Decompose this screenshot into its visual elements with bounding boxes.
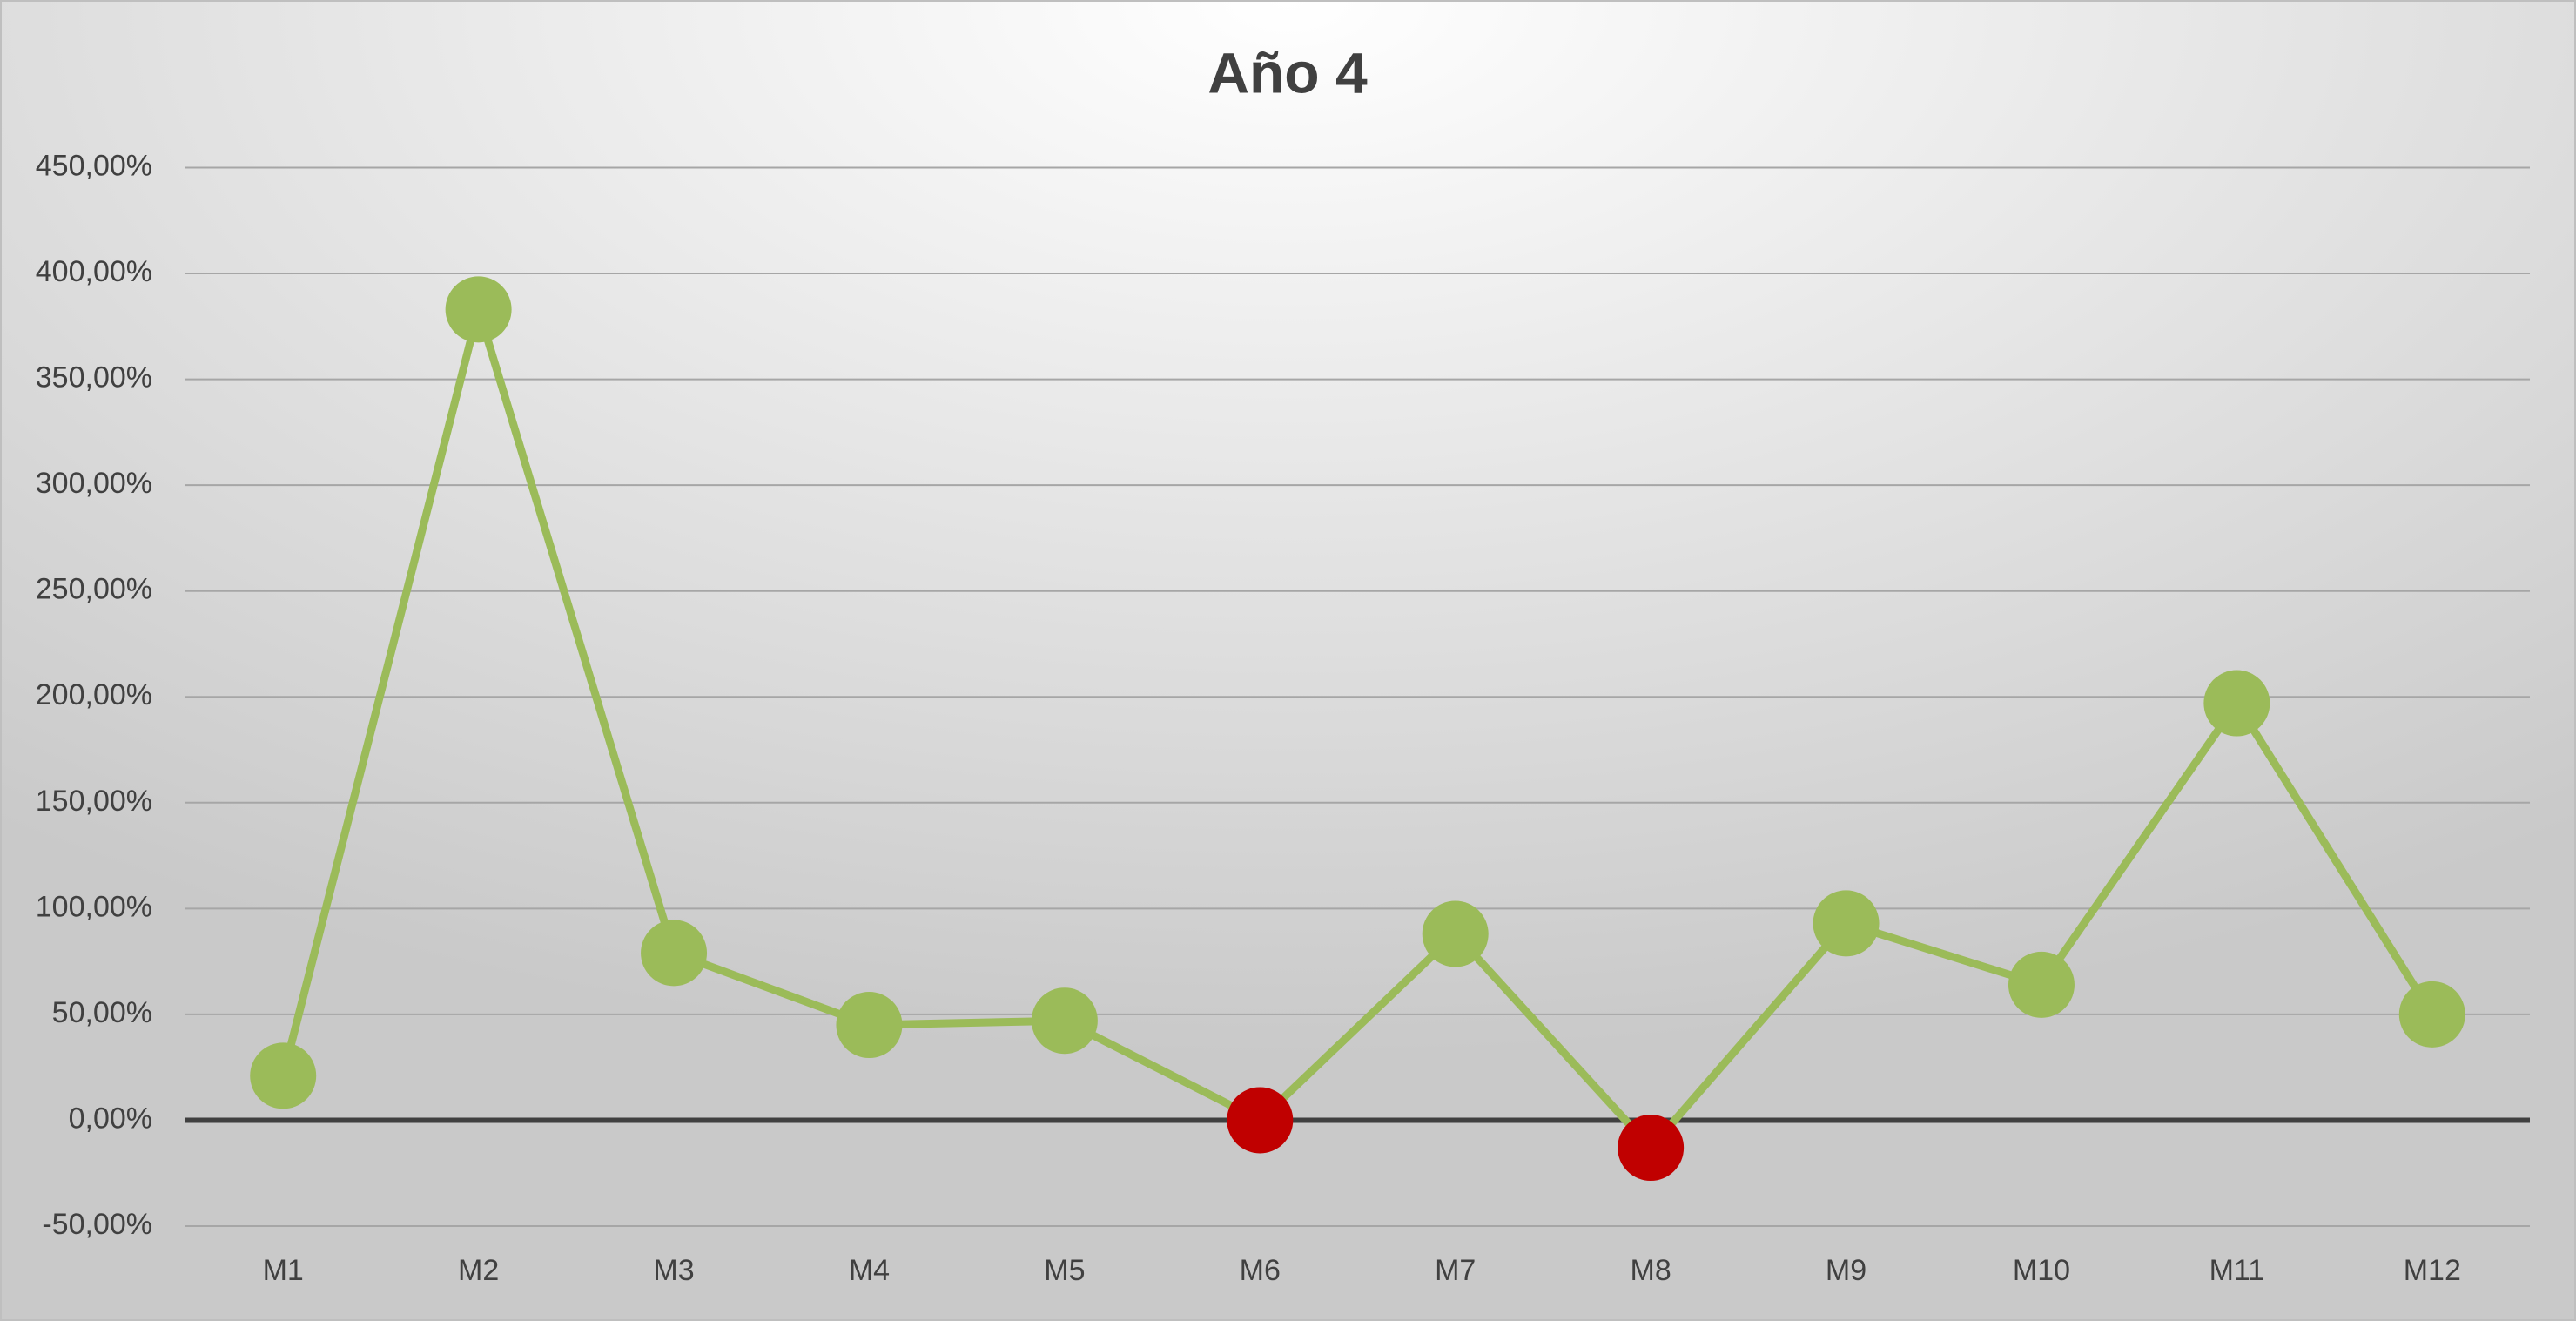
data-point: [1618, 1115, 1685, 1182]
x-tick-label: M11: [2209, 1254, 2265, 1287]
x-tick-label: M2: [458, 1254, 499, 1287]
x-tick-label: M7: [1435, 1254, 1476, 1287]
data-point: [1031, 987, 1098, 1055]
y-tick-label: 200,00%: [36, 678, 152, 711]
y-tick-label: 50,00%: [52, 996, 152, 1029]
y-tick-label: 100,00%: [36, 890, 152, 923]
series-line: [279, 305, 2436, 1152]
y-tick-label: 250,00%: [36, 573, 152, 606]
data-point: [2398, 981, 2465, 1048]
grid: -50,00% 0,00% 50,00% 100,00% 150,00% 200,00% 2…: [36, 149, 2530, 1287]
data-point: [2008, 951, 2075, 1018]
x-tick-label: M3: [653, 1254, 694, 1287]
data-point: [641, 920, 708, 987]
x-tick-label: M4: [849, 1254, 890, 1287]
x-tick-label: M5: [1044, 1254, 1085, 1287]
y-tick-label: 400,00%: [36, 255, 152, 288]
y-tick-label: -50,00%: [42, 1208, 152, 1241]
data-point: [2203, 670, 2270, 737]
x-tick-label: M6: [1240, 1254, 1281, 1287]
chart-title: Año 4: [1207, 40, 1368, 104]
plot-area: [250, 276, 2465, 1182]
x-tick-label: M8: [1631, 1254, 1671, 1287]
x-tick-label: M9: [1826, 1254, 1866, 1287]
y-tick-label: 450,00%: [36, 149, 152, 182]
x-tick-label: M10: [2013, 1254, 2070, 1287]
y-tick-label: 150,00%: [36, 785, 152, 818]
data-point: [836, 992, 903, 1059]
data-point: [250, 1042, 317, 1109]
data-point: [445, 276, 512, 343]
x-tick-label: M1: [263, 1254, 304, 1287]
y-tick-label: 0,00%: [69, 1102, 152, 1135]
y-tick-label: 300,00%: [36, 467, 152, 500]
data-point: [1422, 900, 1489, 967]
y-tick-label: 350,00%: [36, 361, 152, 394]
data-point: [1227, 1087, 1294, 1154]
x-tick-label: M12: [2404, 1254, 2461, 1287]
data-point: [1813, 890, 1880, 957]
